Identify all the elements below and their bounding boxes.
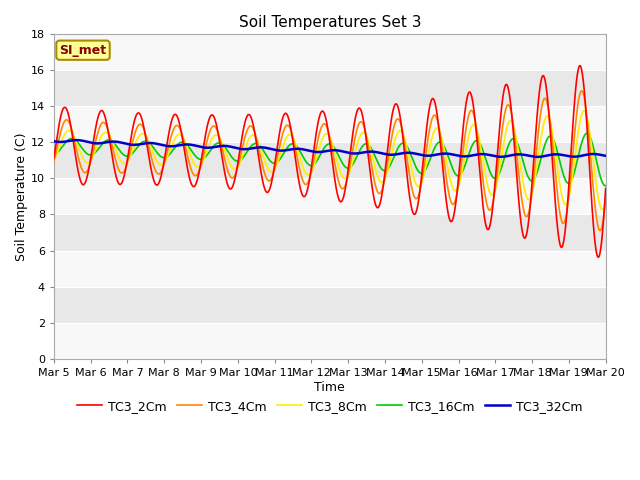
TC3_8Cm xyxy=(580,108,588,114)
TC3_4Cm xyxy=(282,123,289,129)
TC3_4Cm xyxy=(312,146,320,152)
TC3_16Cm xyxy=(583,131,591,136)
TC3_8Cm xyxy=(286,132,294,138)
Bar xyxy=(54,251,605,287)
TC3_8Cm xyxy=(282,136,289,142)
TC3_4Cm xyxy=(286,125,294,131)
TC3_4Cm xyxy=(596,228,604,233)
TC3_16Cm xyxy=(451,170,458,176)
TC3_16Cm xyxy=(602,183,609,189)
TC3_16Cm xyxy=(282,147,289,153)
Legend: TC3_2Cm, TC3_4Cm, TC3_8Cm, TC3_16Cm, TC3_32Cm: TC3_2Cm, TC3_4Cm, TC3_8Cm, TC3_16Cm, TC3… xyxy=(72,395,588,418)
TC3_32Cm xyxy=(585,151,593,157)
Bar xyxy=(54,323,605,359)
Text: SI_met: SI_met xyxy=(60,44,107,57)
TC3_2Cm xyxy=(602,185,609,191)
TC3_8Cm xyxy=(50,156,58,162)
TC3_32Cm xyxy=(73,137,81,143)
TC3_4Cm xyxy=(451,199,458,205)
TC3_4Cm xyxy=(602,197,609,203)
TC3_32Cm xyxy=(50,138,58,144)
Line: TC3_32Cm: TC3_32Cm xyxy=(54,140,605,157)
TC3_2Cm xyxy=(576,63,584,69)
TC3_2Cm xyxy=(312,132,320,137)
X-axis label: Time: Time xyxy=(314,381,345,394)
TC3_32Cm xyxy=(534,154,541,160)
Line: TC3_8Cm: TC3_8Cm xyxy=(54,111,605,210)
TC3_2Cm xyxy=(50,155,58,160)
TC3_2Cm xyxy=(595,254,602,260)
TC3_32Cm xyxy=(602,153,609,159)
Bar xyxy=(54,34,605,70)
TC3_2Cm xyxy=(585,153,593,158)
TC3_8Cm xyxy=(585,123,593,129)
TC3_4Cm xyxy=(578,88,586,94)
Bar xyxy=(54,179,605,215)
Y-axis label: Soil Temperature (C): Soil Temperature (C) xyxy=(15,132,28,261)
TC3_16Cm xyxy=(312,159,320,165)
TC3_8Cm xyxy=(557,190,565,195)
TC3_8Cm xyxy=(312,156,320,162)
TC3_32Cm xyxy=(312,149,320,155)
TC3_32Cm xyxy=(557,152,565,158)
TC3_4Cm xyxy=(585,133,593,139)
TC3_16Cm xyxy=(557,164,565,170)
TC3_8Cm xyxy=(451,188,458,193)
TC3_2Cm xyxy=(451,208,458,214)
Line: TC3_2Cm: TC3_2Cm xyxy=(54,66,605,257)
TC3_16Cm xyxy=(286,142,294,147)
TC3_4Cm xyxy=(50,158,58,164)
Line: TC3_16Cm: TC3_16Cm xyxy=(54,133,605,186)
TC3_16Cm xyxy=(602,183,609,189)
TC3_32Cm xyxy=(451,152,459,158)
TC3_2Cm xyxy=(557,244,565,250)
Title: Soil Temperatures Set 3: Soil Temperatures Set 3 xyxy=(239,15,421,30)
Bar xyxy=(54,106,605,142)
TC3_16Cm xyxy=(585,132,593,137)
TC3_2Cm xyxy=(286,122,294,128)
TC3_32Cm xyxy=(287,147,294,153)
TC3_16Cm xyxy=(50,151,58,157)
TC3_32Cm xyxy=(282,147,290,153)
Line: TC3_4Cm: TC3_4Cm xyxy=(54,91,605,230)
TC3_8Cm xyxy=(598,207,606,213)
TC3_2Cm xyxy=(282,110,289,116)
TC3_4Cm xyxy=(557,216,565,222)
TC3_8Cm xyxy=(602,199,609,205)
